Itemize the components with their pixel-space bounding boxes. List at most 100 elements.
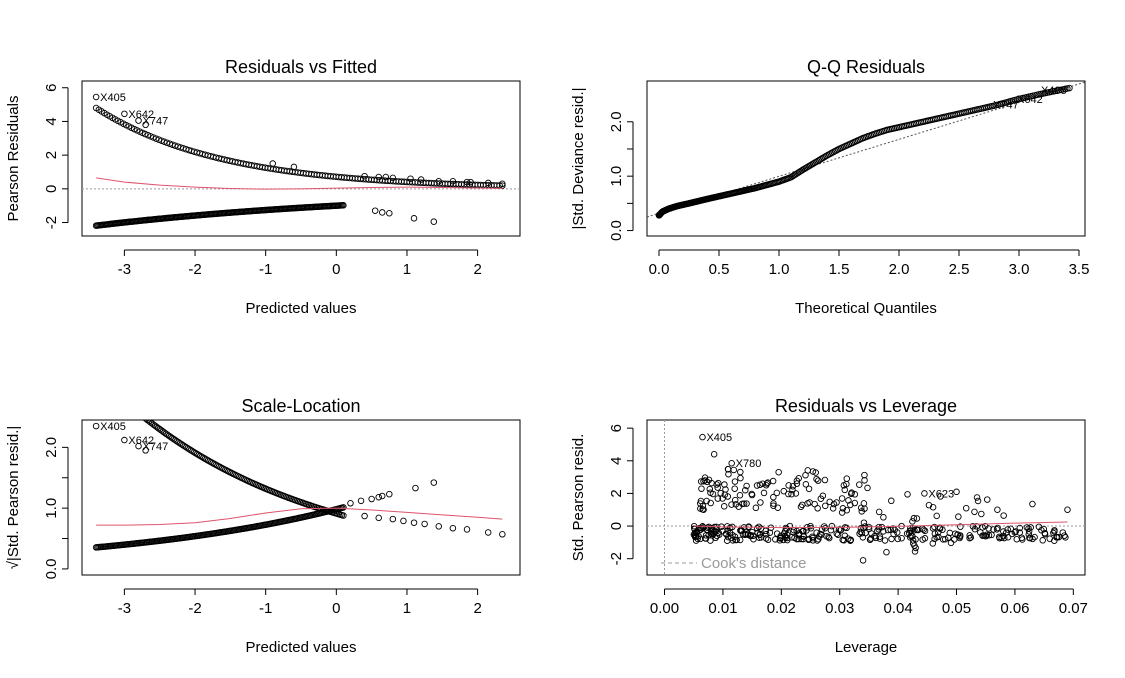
data-point (699, 433, 706, 441)
data-point (709, 532, 716, 539)
data-point (1055, 533, 1063, 541)
y-tick-label: 2.0 (43, 437, 60, 458)
data-point (717, 489, 724, 497)
point-label: X747 (993, 99, 1019, 111)
y-axis-label: √|Std. Pearson resid.| (5, 426, 22, 570)
y-tick-label: 0.0 (608, 220, 625, 241)
data-point (701, 535, 709, 542)
data-point (722, 530, 730, 537)
data-point (135, 410, 141, 416)
y-tick-label: 2 (608, 489, 625, 497)
data-point (698, 485, 705, 492)
data-point (1066, 84, 1073, 92)
data-point (449, 177, 457, 185)
data-point (1025, 531, 1033, 538)
data-point (884, 526, 892, 534)
data-point (983, 496, 991, 503)
data-point (783, 536, 791, 544)
data-point (937, 493, 944, 500)
data-point (911, 526, 918, 534)
data-point (813, 475, 820, 483)
data-point (792, 490, 800, 497)
data-point (724, 466, 732, 473)
point-label: X747 (143, 441, 169, 453)
data-point (770, 500, 777, 507)
data-point (132, 407, 138, 413)
data-point (704, 524, 711, 531)
x-tick-label: 3.5 (1069, 261, 1090, 278)
data-point (347, 500, 354, 507)
data-point (904, 491, 911, 498)
data-point (109, 386, 115, 392)
data-point (714, 495, 722, 502)
data-point (121, 436, 128, 444)
data-point (821, 476, 829, 484)
data-point (860, 519, 868, 526)
data-point (484, 529, 492, 536)
panel-rvl: Residuals vs Leverage 0.00 0.01 0.02 0.03 0.0… (570, 396, 1088, 656)
data-point (724, 533, 732, 541)
data-point (762, 481, 770, 489)
data-point (114, 391, 120, 397)
data-point (773, 530, 781, 537)
data-point (798, 501, 806, 509)
data-point (753, 482, 761, 489)
data-point (1046, 535, 1053, 542)
data-point (694, 535, 701, 543)
x-tick-label: 0.05 (942, 600, 971, 617)
data-point (707, 499, 714, 507)
data-point (880, 528, 887, 535)
plot-area (82, 93, 520, 229)
data-point (983, 531, 991, 538)
data-point (484, 179, 492, 187)
data-point (389, 515, 397, 523)
y-tick-label: 6 (608, 424, 625, 432)
data-point (1053, 534, 1060, 541)
data-point (763, 530, 770, 538)
data-point (142, 121, 149, 129)
data-point (793, 535, 800, 543)
data-point (753, 525, 761, 532)
data-point (1016, 524, 1024, 532)
data-point (933, 512, 940, 520)
data-point (361, 512, 368, 520)
data-point (962, 504, 970, 512)
data-point (793, 527, 800, 535)
y-axis-label: Pearson Residuals (5, 96, 22, 222)
data-point (814, 537, 821, 544)
data-point (1029, 535, 1036, 543)
point-label: X747 (143, 116, 169, 128)
y-tick-label: 4 (608, 457, 625, 465)
data-point (371, 207, 379, 214)
point-label: X642 (128, 109, 154, 121)
data-point (858, 529, 866, 537)
data-point (780, 487, 788, 495)
data-point (776, 537, 784, 544)
data-point (874, 527, 881, 535)
data-point (499, 182, 506, 189)
data-point (375, 493, 382, 501)
data-point (847, 490, 855, 498)
data-point (838, 495, 846, 502)
data-point (710, 451, 718, 458)
data-point (797, 503, 805, 511)
data-point (894, 535, 902, 543)
data-point (737, 527, 744, 534)
x-tick-label: 0.04 (884, 600, 913, 617)
data-point (499, 531, 506, 538)
data-point (290, 163, 298, 171)
point-label: X780 (736, 458, 762, 470)
data-point (386, 490, 393, 498)
data-point (728, 501, 735, 508)
data-point (1025, 528, 1033, 535)
data-point (750, 535, 757, 543)
data-point (828, 522, 836, 530)
data-point (999, 532, 1007, 540)
data-point (754, 529, 761, 537)
data-point (1004, 526, 1011, 533)
x-tick-label: 0.03 (825, 600, 854, 617)
data-point (389, 174, 397, 182)
data-point (773, 489, 781, 497)
data-point (115, 392, 121, 398)
data-point (974, 497, 982, 505)
